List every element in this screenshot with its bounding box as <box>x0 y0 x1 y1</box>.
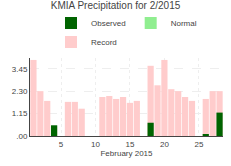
svg-text:10: 10 <box>91 140 100 149</box>
svg-text:20: 20 <box>160 140 169 149</box>
svg-text:.00: .00 <box>16 132 28 141</box>
svg-text:February 2015: February 2015 <box>100 149 153 158</box>
svg-text:5: 5 <box>59 140 64 149</box>
svg-text:2.30: 2.30 <box>12 87 28 96</box>
svg-text:Normal: Normal <box>171 19 197 28</box>
svg-text:1.15: 1.15 <box>12 109 28 118</box>
svg-text:25: 25 <box>194 140 203 149</box>
svg-text:15: 15 <box>125 140 134 149</box>
svg-text:Observed: Observed <box>91 19 126 28</box>
svg-text:3.45: 3.45 <box>12 65 28 74</box>
svg-text:KMIA Precipitation for 2/2015: KMIA Precipitation for 2/2015 <box>51 0 181 11</box>
svg-text:Record: Record <box>91 38 117 47</box>
